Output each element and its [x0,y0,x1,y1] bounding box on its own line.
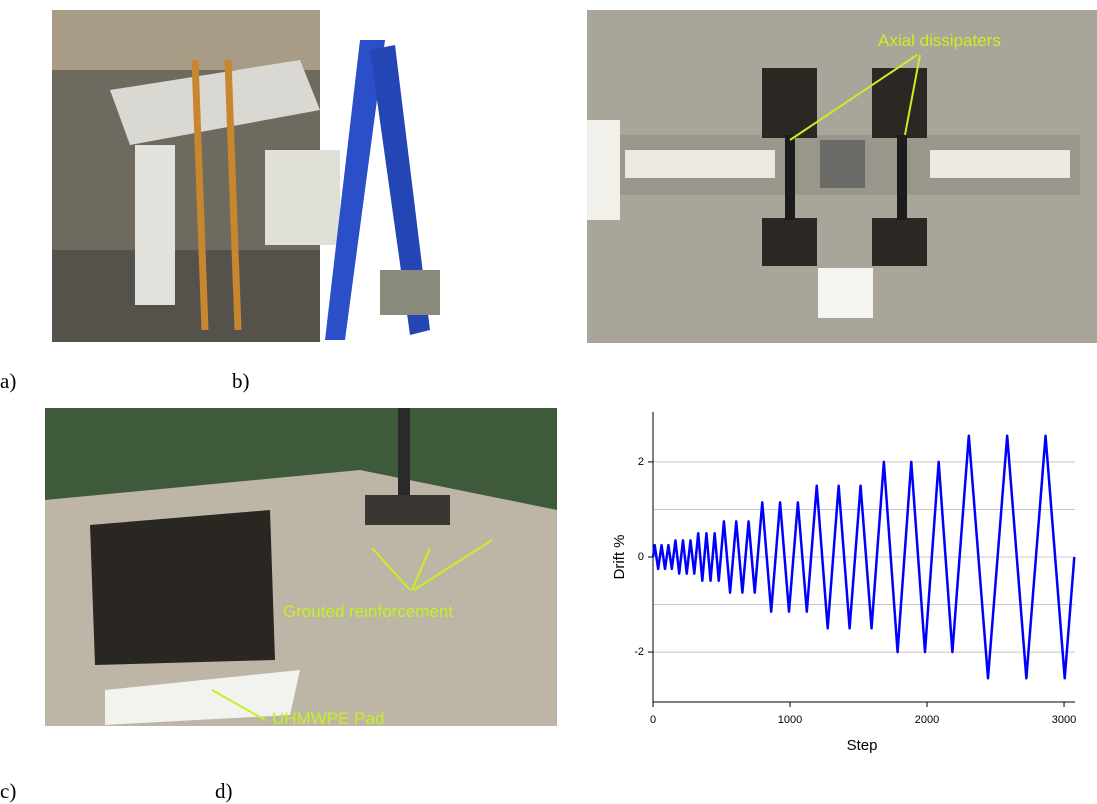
y-tick-label: -2 [634,646,644,658]
column [265,150,340,245]
anchor-plate [365,495,450,525]
annotation: Grouted reinforcement [283,602,453,621]
x-tick-label: 0 [650,714,656,726]
equipment [380,270,440,315]
column [135,145,175,305]
y-tick-label: 2 [638,456,644,468]
x-tick-label: 1000 [778,714,802,726]
dissipater [897,135,907,220]
photo-floor [52,250,320,342]
photo-a [52,10,440,342]
x-tick-label: 2000 [915,714,939,726]
steel-plate [90,510,275,665]
logo-board [818,268,873,318]
panel-label: b) [232,369,250,393]
joint [820,140,865,188]
y-axis-title: Drift % [611,535,628,580]
photo-c: Grouted reinforcement UHMWPE Pad [45,408,557,728]
dissipater [785,135,795,220]
panel-label: a) [0,369,16,393]
annotation: UHMWPE Pad [272,709,384,728]
panel [587,120,620,220]
strip [625,150,775,178]
threaded-rod [398,408,410,508]
annotation: Axial dissipaters [878,31,1001,50]
photo-ceiling [52,10,320,70]
x-tick-label: 3000 [1052,714,1076,726]
photo-b: Axial dissipaters [587,10,1097,343]
plate [762,218,817,266]
figure: Axial dissipaters Grouted reinforcement … [0,0,1097,804]
plate [872,218,927,266]
x-axis-title: Step [847,737,878,754]
y-tick-label: 0 [638,551,644,563]
panel-label: d) [215,779,233,803]
strip [930,150,1070,178]
panel-label: c) [0,779,16,803]
